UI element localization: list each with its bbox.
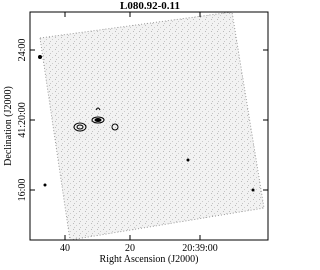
x-tick-label: 40	[60, 243, 70, 254]
page: L080.92-0.11 40 20 20:39:00 Right Ascens…	[3, 0, 269, 265]
y-tick-label: 16:00	[17, 179, 28, 202]
frame	[29, 11, 269, 241]
sky-image	[38, 12, 265, 240]
x-tick-label: 20	[125, 243, 135, 254]
tick-marks	[30, 12, 268, 240]
y-axis-label: Declination (J2000)	[3, 86, 14, 166]
x-tick-label: 20:39:00	[182, 243, 218, 254]
y-tick-label: 41:20:00	[17, 102, 28, 138]
title: L080.92-0.11	[120, 0, 180, 12]
contours	[73, 107, 119, 132]
figure: L080.92-0.11 40 20 20:39:00 Right Ascens…	[3, 0, 269, 265]
y-tick-label: 24:00	[17, 39, 28, 62]
x-axis-label: Right Ascension (J2000)	[100, 254, 199, 265]
